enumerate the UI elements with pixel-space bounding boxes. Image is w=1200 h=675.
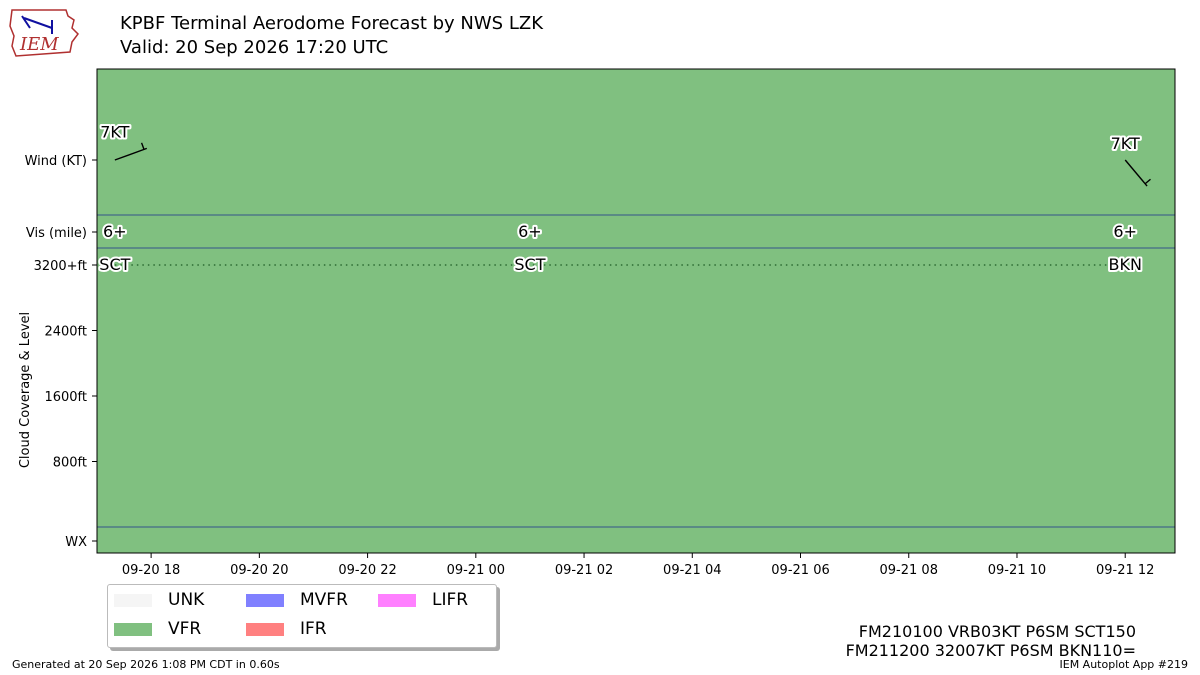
legend-item: LIFR: [378, 590, 468, 610]
visibility-label: 6+: [103, 222, 127, 241]
chart-title: KPBF Terminal Aerodome Forecast by NWS L…: [120, 13, 543, 34]
x-tick-label: 09-21 00: [447, 563, 505, 578]
y-label-wx: WX: [65, 535, 87, 550]
legend-swatch: [114, 593, 152, 607]
legend-item: VFR: [114, 619, 201, 639]
y-label-vis: Vis (mile): [26, 226, 87, 241]
legend-label: VFR: [168, 619, 202, 639]
legend: UNK VFR MVFR IFR LIFR: [107, 584, 497, 648]
legend-swatch: [378, 593, 416, 607]
wind-speed-label: 7KT: [1111, 134, 1140, 153]
wind-barb-flag: [1144, 178, 1151, 185]
x-tick-label: 09-21 06: [771, 563, 829, 578]
legend-item: UNK: [114, 590, 204, 610]
wind-speed-label-halo: 7KT: [1111, 134, 1140, 153]
x-tick-label: 09-21 12: [1096, 563, 1154, 578]
legend-swatch: [246, 593, 284, 607]
legend-item: IFR: [246, 619, 327, 639]
wind-barb-shaft: [1124, 159, 1148, 187]
generated-footer: Generated at 20 Sep 2026 1:08 PM CDT in …: [12, 658, 280, 671]
y-tick-label: 800ft: [53, 456, 87, 471]
cloud-coverage-label-halo: SCT: [514, 255, 545, 274]
iem-logo: IEM: [9, 9, 79, 57]
y-tick-label: 1600ft: [44, 390, 87, 405]
wind-speed-label: 7KT: [100, 122, 129, 141]
x-tick-label: 09-20 22: [338, 563, 396, 578]
app-footer: IEM Autoplot App #219: [1059, 658, 1189, 671]
vfr-background: [97, 69, 1175, 553]
legend-label: IFR: [300, 619, 327, 639]
taf-text-line: FM211200 32007KT P6SM BKN110=: [845, 641, 1136, 660]
cloud-coverage-label-halo: BKN: [1108, 255, 1141, 274]
wind-speed-label-halo: 7KT: [100, 122, 129, 141]
chart-subtitle: Valid: 20 Sep 2026 17:20 UTC: [120, 37, 389, 58]
cloud-coverage-label-halo: SCT: [99, 255, 130, 274]
cloud-coverage-label: SCT: [514, 255, 545, 274]
x-tick-label: 09-21 10: [988, 563, 1046, 578]
cloud-coverage-label: BKN: [1108, 255, 1141, 274]
legend-item: MVFR: [246, 590, 348, 610]
taf-text-line: FM210100 VRB03KT P6SM SCT150: [858, 622, 1136, 641]
y-tick-label: 2400ft: [44, 325, 87, 340]
wind-barb-flag: [140, 142, 145, 150]
visibility-label-halo: 6+: [1113, 222, 1137, 241]
wind-barb-shaft: [114, 147, 148, 161]
logo-text: IEM: [19, 34, 59, 55]
x-tick-label: 09-21 02: [555, 563, 613, 578]
x-tick-label: 09-20 18: [122, 563, 180, 578]
visibility-label: 6+: [1113, 222, 1137, 241]
plot-frame: [96, 68, 1176, 554]
y-axis-title: Cloud Coverage & Level: [18, 312, 33, 468]
visibility-label: 6+: [518, 222, 542, 241]
legend-label: MVFR: [300, 590, 348, 610]
visibility-label-halo: 6+: [518, 222, 542, 241]
legend-label: LIFR: [432, 590, 469, 610]
y-label-wind: Wind (KT): [25, 154, 87, 169]
x-tick-label: 09-20 20: [230, 563, 288, 578]
visibility-label-halo: 6+: [103, 222, 127, 241]
legend-label: UNK: [168, 590, 205, 610]
legend-swatch: [246, 622, 284, 636]
cloud-coverage-label: SCT: [99, 255, 130, 274]
x-tick-label: 09-21 08: [880, 563, 938, 578]
legend-swatch: [114, 622, 152, 636]
y-tick-label: 3200+ft: [34, 259, 87, 274]
x-tick-label: 09-21 04: [663, 563, 721, 578]
